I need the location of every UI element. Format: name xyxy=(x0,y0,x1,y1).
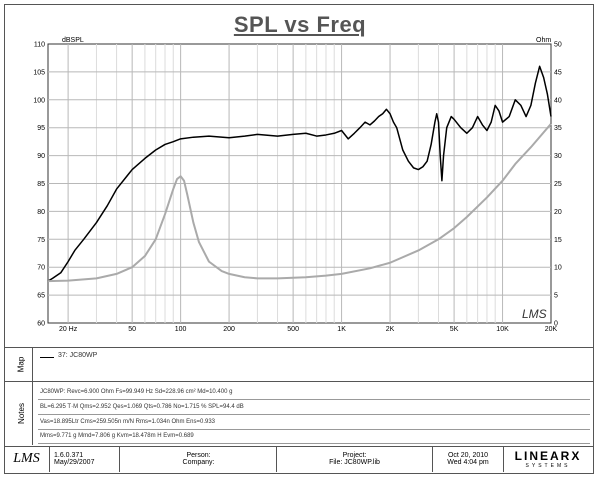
file-label: File: JC80WP.lib xyxy=(329,459,380,466)
y-left-tick-label: 105 xyxy=(33,69,45,76)
spl-curve xyxy=(47,65,552,282)
y-left-tick-label: 75 xyxy=(37,237,45,244)
y-left-tick-label: 70 xyxy=(37,265,45,272)
footer-divider xyxy=(4,446,594,447)
x-tick-label: 20 Hz xyxy=(59,326,78,333)
notes-rule xyxy=(38,399,590,400)
chart-title: SPL vs Freq xyxy=(233,12,367,37)
grid-lines xyxy=(48,44,551,323)
y-right-tick-label: 35 xyxy=(554,125,562,132)
y-left-tick-label: 90 xyxy=(37,153,45,160)
y-right-tick-label: 50 xyxy=(554,42,562,49)
axis-ticks: 60 65 70 75 80 85 90 95 100 105 110 0 5 10 15 20 25 30 35 4… xyxy=(33,42,562,334)
footer-logo-cell: LMS xyxy=(4,446,50,472)
x-tick-label: 1K xyxy=(337,326,346,333)
notes-line: JC80WP: Revc=6.900 Ohm Fs=99.949 Hz Sd=2… xyxy=(40,389,233,395)
linearx-subtitle: SYSTEMS xyxy=(525,463,571,469)
y-right-tick-label: 25 xyxy=(554,181,562,188)
legend-section xyxy=(4,347,594,382)
footer-date: Oct 20, 2010 xyxy=(447,452,489,459)
notes-section-label: Notes xyxy=(10,382,33,445)
y-right-tick-label: 30 xyxy=(554,153,562,160)
footer-person-cell: Person: Company: xyxy=(121,446,277,472)
version-date: May/29/2007 xyxy=(54,459,95,466)
y-right-tick-label: 40 xyxy=(554,97,562,104)
y-right-tick-label: 0 xyxy=(554,321,558,328)
notes-rule xyxy=(38,414,590,415)
y-right-tick-label: 10 xyxy=(554,265,562,272)
footer-brand-cell: LINEARX SYSTEMS xyxy=(504,446,592,472)
notes-section xyxy=(4,381,594,446)
legend-section-label: Map xyxy=(10,348,33,381)
x-tick-label: 2K xyxy=(386,326,395,333)
footer-version-cell: 1.6.0.371 May/29/2007 xyxy=(50,446,120,472)
y-right-tick-label: 15 xyxy=(554,237,562,244)
left-axis-label: dBSPL xyxy=(62,37,84,44)
lms-watermark: LMS xyxy=(522,307,547,321)
y-left-tick-label: 100 xyxy=(33,97,45,104)
notes-line: Vas=18.895Ltr Cms=259.505n m/N Rms=1.034… xyxy=(40,419,215,425)
notes-line: Mms=9.771 g Mmd=7.806 g Kvm=18.478m H Ev… xyxy=(40,433,194,439)
right-axis-label: Ohm xyxy=(536,37,551,44)
company-label: Company: xyxy=(182,459,215,466)
x-tick-label: 20K xyxy=(545,326,558,333)
footer-time: Wed 4:04 pm xyxy=(447,459,489,466)
y-right-tick-label: 20 xyxy=(554,209,562,216)
x-tick-label: 200 xyxy=(223,326,235,333)
linearx-logo: LINEARX xyxy=(514,449,582,463)
y-right-tick-label: 45 xyxy=(554,69,562,76)
notes-line: BL=6.295 T·M Qms=2.952 Qes=1.069 Qts=0.7… xyxy=(40,404,244,410)
y-right-tick-label: 5 xyxy=(554,293,558,300)
x-tick-label: 500 xyxy=(287,326,299,333)
x-tick-label: 50 xyxy=(128,326,136,333)
y-left-tick-label: 60 xyxy=(37,321,45,328)
y-left-tick-label: 110 xyxy=(34,42,45,49)
y-left-tick-label: 65 xyxy=(37,293,45,300)
legend-entry: 37: JC80WP xyxy=(58,352,98,359)
legend-swatch xyxy=(40,357,54,358)
spl-chart: 60 65 70 75 80 85 90 95 100 105 110 0 5 10 15 20 25 30 35 4… xyxy=(33,37,562,334)
notes-rule xyxy=(38,429,590,430)
project-label: Project: xyxy=(342,452,367,459)
footer-date-cell: Oct 20, 2010 Wed 4:04 pm xyxy=(433,446,504,472)
y-left-tick-label: 80 xyxy=(37,209,45,216)
footer-logo: LMS xyxy=(13,451,40,466)
footer-project-cell: Project: File: JC80WP.lib xyxy=(277,446,433,472)
x-tick-label: 5K xyxy=(450,326,459,333)
impedance-curve xyxy=(47,123,552,283)
person-label: Person: xyxy=(186,452,211,459)
series-lines xyxy=(47,65,552,283)
x-tick-label: 10K xyxy=(496,326,509,333)
y-left-tick-label: 85 xyxy=(37,181,45,188)
x-tick-label: 100 xyxy=(175,326,187,333)
notes-rule xyxy=(38,443,590,444)
version: 1.6.0.371 xyxy=(54,452,84,459)
y-left-tick-label: 95 xyxy=(37,125,45,132)
